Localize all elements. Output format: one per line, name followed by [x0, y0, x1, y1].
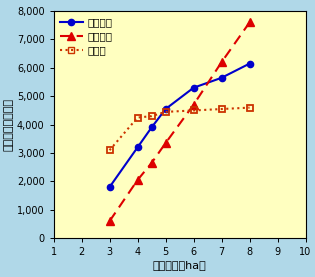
Legend: 小型乗用, 大型乗用, 可携型: 小型乗用, 大型乗用, 可携型 — [57, 14, 116, 59]
Y-axis label: 農業所得（千円）: 農業所得（千円） — [4, 98, 14, 151]
X-axis label: 経営規模（ha）: 経営規模（ha） — [153, 260, 206, 270]
